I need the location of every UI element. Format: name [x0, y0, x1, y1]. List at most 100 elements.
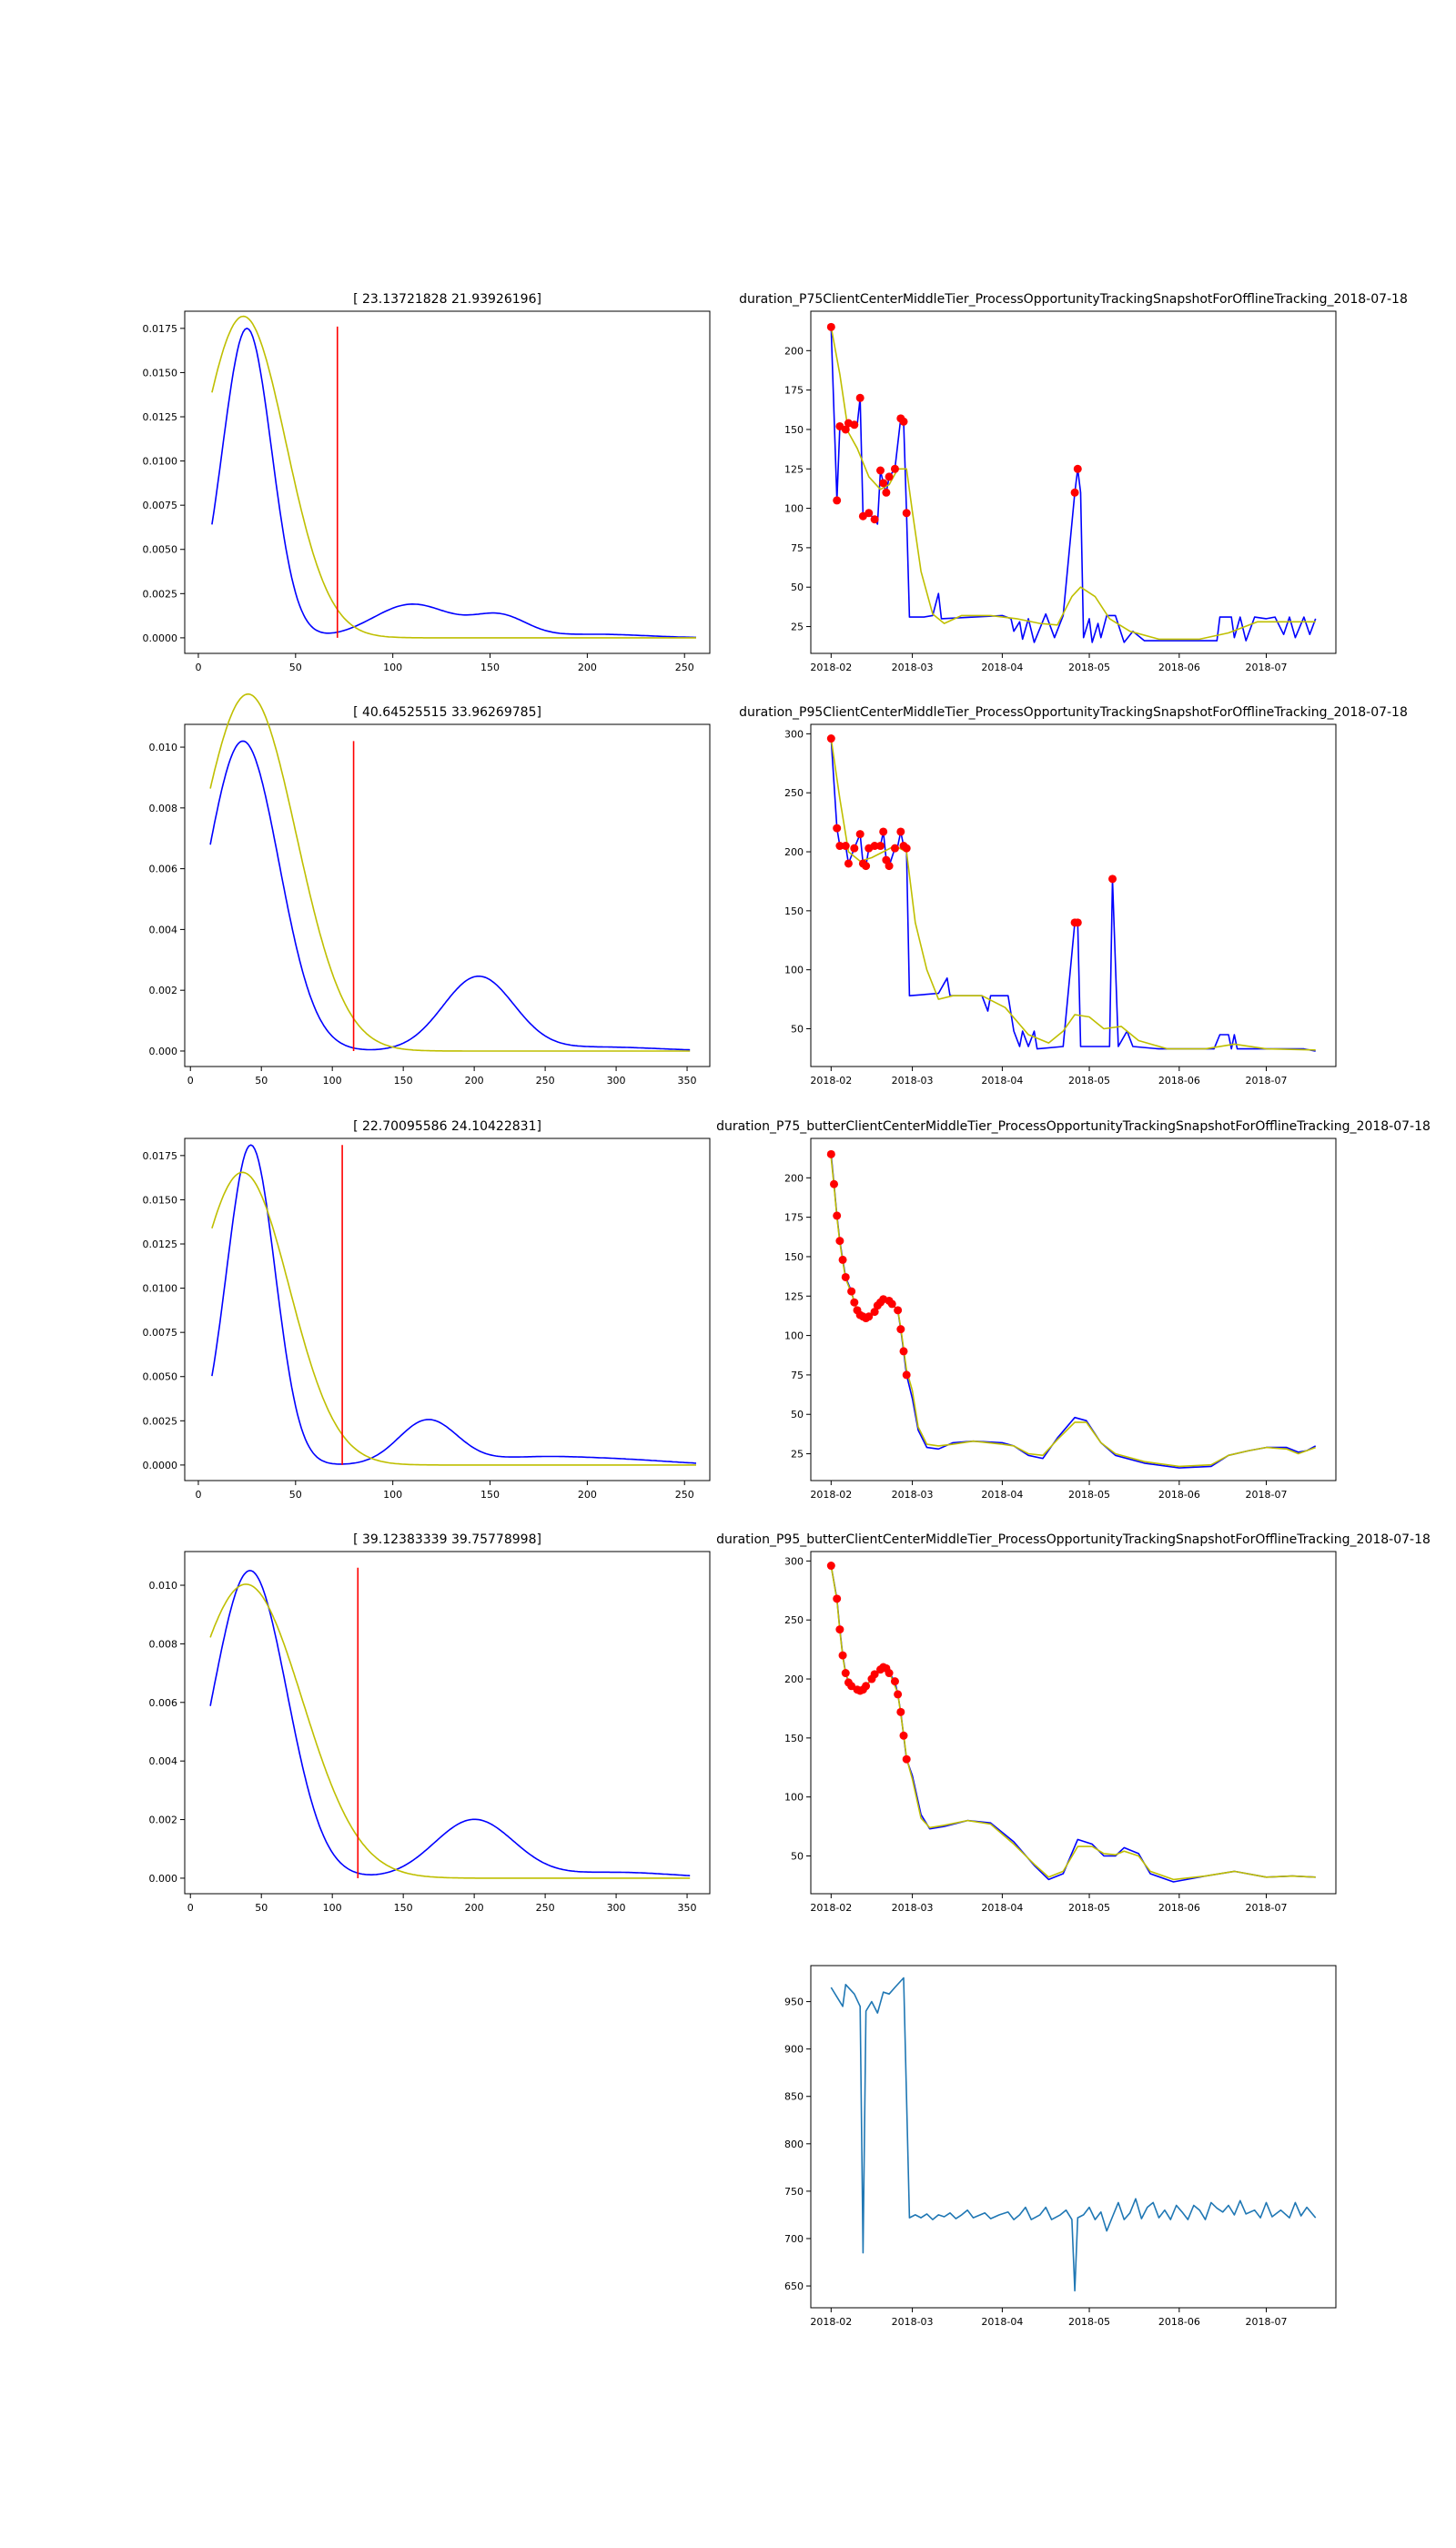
series-line — [830, 738, 1316, 1052]
y-tick-label: 0.0175 — [143, 1150, 178, 1162]
x-tick-label: 0 — [195, 662, 201, 673]
y-tick-label: 125 — [784, 463, 804, 475]
anomaly-point — [838, 1255, 847, 1264]
x-tick-label: 2018-03 — [892, 1489, 934, 1501]
y-tick-label: 0.0125 — [143, 411, 178, 423]
anomaly-point — [830, 1179, 839, 1188]
anomaly-point — [885, 472, 894, 481]
anomaly-point — [902, 1370, 911, 1380]
x-tick-label: 2018-07 — [1246, 662, 1288, 673]
x-tick-label: 2018-03 — [892, 662, 934, 673]
axes-frame — [810, 310, 1337, 654]
anomaly-point — [882, 488, 891, 497]
y-tick-label: 75 — [791, 1370, 804, 1381]
anomaly-point — [896, 1325, 905, 1334]
y-tick-label: 850 — [784, 2091, 804, 2103]
y-tick-label: 125 — [784, 1290, 804, 1302]
y-tick-label: 0.006 — [149, 864, 178, 875]
x-tick-label: 300 — [607, 1075, 626, 1087]
y-tick-label: 650 — [784, 2280, 804, 2292]
anomaly-point — [855, 830, 864, 839]
x-tick-label: 2018-03 — [892, 2316, 934, 2328]
x-tick-label: 2018-02 — [810, 1902, 852, 1914]
smoothed-line — [830, 1565, 1316, 1881]
smoothed-line — [830, 327, 1316, 641]
y-tick-label: 200 — [784, 1673, 804, 1685]
y-tick-label: 200 — [784, 1172, 804, 1184]
x-tick-label: 0 — [187, 1075, 194, 1087]
y-tick-label: 950 — [784, 1997, 804, 2008]
anomaly-point — [894, 1306, 903, 1315]
y-tick-label: 150 — [784, 1733, 804, 1744]
x-tick-label: 300 — [607, 1902, 626, 1914]
anomaly-point — [899, 1731, 908, 1740]
anomaly-point — [864, 509, 874, 518]
x-tick-label: 2018-03 — [892, 1902, 934, 1914]
axes-frame — [810, 1965, 1337, 2309]
anomaly-point — [885, 1669, 894, 1678]
anomaly-point — [864, 1312, 874, 1321]
x-tick-label: 250 — [536, 1075, 555, 1087]
y-tick-label: 0.008 — [149, 803, 178, 814]
y-tick-label: 0.0000 — [143, 1460, 178, 1471]
chart-title: [ 23.13721828 21.93926196] — [353, 292, 541, 307]
panel-kde-2: [ 40.64525515 33.96269785] 0 50 100 150 200 25… — [149, 693, 711, 1087]
y-tick-label: 250 — [784, 787, 804, 799]
anomaly-point — [902, 1754, 911, 1764]
anomaly-point — [1073, 918, 1082, 927]
x-tick-label: 150 — [480, 662, 500, 673]
y-tick-label: 0.010 — [149, 1580, 178, 1592]
normal-fit-line — [211, 315, 696, 639]
y-tick-label: 900 — [784, 2044, 804, 2056]
chart-title: duration_P75ClientCenterMiddleTier_Proce… — [739, 292, 1408, 307]
anomaly-point — [847, 1287, 856, 1296]
anomaly-point — [862, 1682, 871, 1691]
smoothed-line — [830, 738, 1316, 1051]
kde-line — [211, 1144, 697, 1465]
x-tick-label: 2018-06 — [1158, 1902, 1200, 1914]
anomaly-point — [902, 509, 911, 518]
y-tick-label: 0.006 — [149, 1697, 178, 1709]
anomaly-point — [896, 1707, 905, 1716]
y-tick-label: 0.004 — [149, 1755, 178, 1767]
anomaly-point — [890, 1677, 899, 1686]
x-tick-label: 2018-07 — [1246, 1902, 1288, 1914]
y-tick-label: 0.010 — [149, 742, 178, 753]
anomaly-point — [833, 1594, 842, 1603]
y-tick-label: 25 — [791, 622, 804, 633]
kde-line — [209, 1570, 691, 1876]
y-tick-label: 100 — [784, 965, 804, 976]
y-tick-label: 175 — [784, 1212, 804, 1224]
y-tick-label: 0.0075 — [143, 500, 178, 511]
x-tick-label: 2018-04 — [981, 1902, 1023, 1914]
y-tick-label: 300 — [784, 728, 804, 740]
chart-title: duration_P75_butterClientCenterMiddleTie… — [716, 1119, 1431, 1134]
anomaly-point — [890, 844, 899, 853]
kde-line — [211, 327, 696, 639]
y-tick-label: 0.0175 — [143, 323, 178, 335]
anomaly-point — [887, 1299, 896, 1309]
x-tick-label: 100 — [383, 1489, 402, 1501]
panel-kde-4: [ 39.12383339 39.75778998] 0 50 100 150 200 25… — [149, 1532, 711, 1914]
anomaly-point — [879, 479, 888, 488]
anomaly-point — [899, 417, 908, 426]
y-tick-label: 700 — [784, 2233, 804, 2245]
anomaly-point — [890, 464, 899, 473]
x-tick-label: 150 — [394, 1075, 413, 1087]
normal-fit-line — [209, 1583, 691, 1879]
x-tick-label: 50 — [289, 1489, 302, 1501]
x-tick-label: 50 — [289, 662, 302, 673]
x-tick-label: 2018-06 — [1158, 2316, 1200, 2328]
anomaly-point — [876, 466, 885, 475]
y-tick-label: 150 — [784, 1251, 804, 1263]
y-tick-label: 100 — [784, 503, 804, 515]
anomaly-point — [885, 862, 894, 871]
panel-series-2: duration_P95ClientCenterMiddleTier_Proce… — [739, 705, 1408, 1087]
x-tick-label: 250 — [675, 1489, 694, 1501]
anomaly-point — [1070, 488, 1079, 497]
chart-title: [ 40.64525515 33.96269785] — [353, 705, 541, 720]
x-tick-label: 2018-04 — [981, 1075, 1023, 1087]
y-tick-label: 200 — [784, 345, 804, 357]
anomaly-point — [835, 1237, 844, 1246]
y-tick-label: 0.000 — [149, 1046, 178, 1057]
